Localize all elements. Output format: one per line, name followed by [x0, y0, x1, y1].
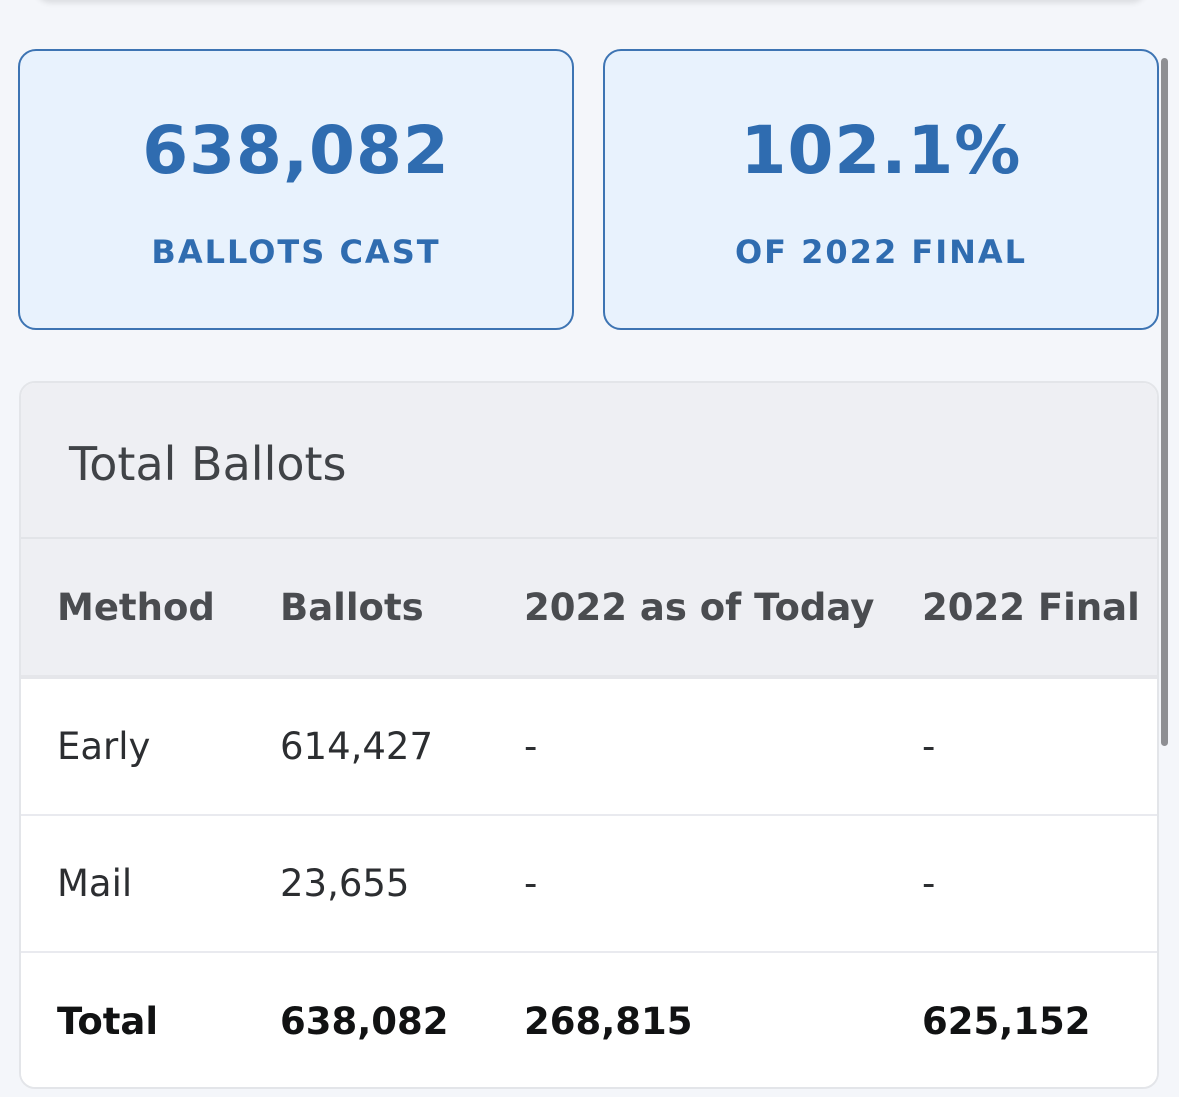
card-title: Total Ballots [69, 437, 347, 491]
card-header: Total Ballots [21, 383, 1157, 539]
total-2022-final: 625,152 [922, 1000, 1091, 1043]
table-header-row: Method Ballots 2022 as of Today 2022 Fin… [21, 539, 1157, 679]
total-label: Total [57, 1000, 159, 1043]
cell-2022-as-of-today: - [524, 862, 538, 905]
total-ballots-card: Total Ballots Method Ballots 2022 as of … [19, 381, 1159, 1089]
percent-of-final-label: OF 2022 FINAL [734, 233, 1028, 271]
ballots-cast-value: 638,082 [142, 112, 450, 189]
table-row: Mail 23,655 - - [21, 816, 1157, 953]
total-ballots: 638,082 [280, 1000, 449, 1043]
percent-of-final-card: 102.1% OF 2022 FINAL [603, 49, 1159, 330]
column-header-method: Method [57, 585, 215, 629]
cell-ballots: 23,655 [280, 862, 410, 905]
column-header-2022-final: 2022 Final [922, 585, 1140, 629]
cell-ballots: 614,427 [280, 725, 434, 768]
ballots-cast-card: 638,082 BALLOTS CAST [18, 49, 574, 330]
cell-2022-final: - [922, 862, 936, 905]
table-row: Early 614,427 - - [21, 679, 1157, 816]
cell-method: Mail [57, 862, 133, 905]
ballots-cast-label: BALLOTS CAST [151, 233, 441, 271]
percent-of-final-value: 102.1% [740, 112, 1022, 189]
cell-method: Early [57, 725, 151, 768]
cell-2022-as-of-today: - [524, 725, 538, 768]
total-2022-as-of-today: 268,815 [524, 1000, 693, 1043]
cell-2022-final: - [922, 725, 936, 768]
column-header-ballots: Ballots [280, 585, 424, 629]
scrollbar[interactable] [1161, 58, 1168, 746]
column-header-2022-as-of-today: 2022 as of Today [524, 585, 875, 629]
table-total-row: Total 638,082 268,815 625,152 [21, 953, 1157, 1087]
